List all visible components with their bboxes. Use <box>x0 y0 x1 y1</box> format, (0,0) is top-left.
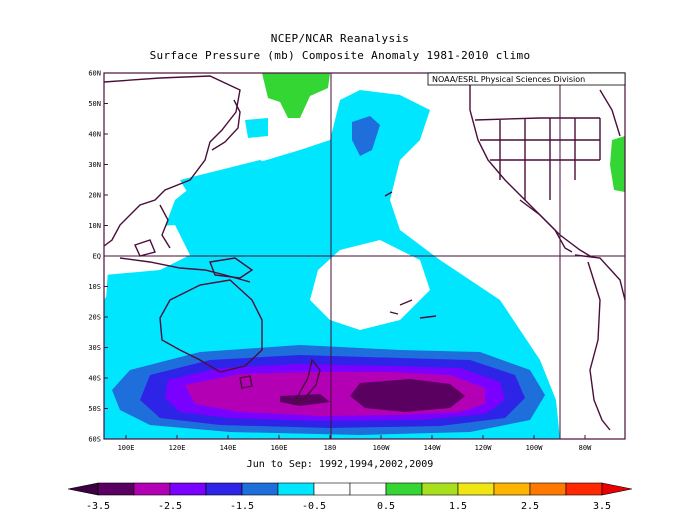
colorbar-label: 3.5 <box>593 501 611 512</box>
neutral-regions <box>104 225 430 330</box>
colorbar-cell <box>169 482 207 496</box>
colorbar-min-arrow <box>67 482 99 496</box>
lat-label: 60N <box>88 70 101 78</box>
colorbar-cell <box>421 482 459 496</box>
longitude-labels: 100E 120E 140E 160E 180 160W 140W 120W 100W 80W <box>118 435 592 452</box>
colorbar-cell <box>97 482 135 496</box>
lat-label: 30S <box>88 344 101 352</box>
lon-label: 160E <box>271 444 288 452</box>
lat-label: EQ <box>93 253 101 261</box>
colorbar-label: -3.5 <box>86 501 110 512</box>
lat-label: 30N <box>88 161 101 169</box>
negative-anomaly-bands <box>112 345 545 435</box>
lon-label: 80W <box>579 444 592 452</box>
lat-label: 50N <box>88 100 101 108</box>
colorbar-label: 1.5 <box>449 501 467 512</box>
lat-label: 40S <box>88 375 101 383</box>
colorbar-cell <box>277 482 315 496</box>
north-pacific-low <box>352 116 380 156</box>
lon-label: 100W <box>526 444 544 452</box>
lon-label: 140W <box>424 444 442 452</box>
colorbar-labels: -3.5 -2.5 -1.5 -0.5 0.5 1.5 2.5 3.5 <box>86 501 611 512</box>
lat-label: 20N <box>88 192 101 200</box>
colorbar-cell <box>313 482 351 496</box>
colorbar-label: 2.5 <box>521 501 539 512</box>
lat-label: 40N <box>88 131 101 139</box>
colorbar-cell <box>349 482 387 496</box>
credit-text: NOAA/ESRL Physical Sciences Division <box>432 75 585 84</box>
lat-label: 10N <box>88 222 101 230</box>
colorbar-label: 0.5 <box>377 501 395 512</box>
colorbar-cell <box>565 482 603 496</box>
lat-label: 10S <box>88 283 101 291</box>
lon-label: 120W <box>475 444 493 452</box>
lat-label: 20S <box>88 314 101 322</box>
colorbar-cell <box>241 482 279 496</box>
latitude-labels: 60N 50N 40N 30N 20N 10N EQ 10S 20S 30S 40S 50S 60S <box>88 70 108 444</box>
colorbar-label: -0.5 <box>302 501 326 512</box>
lat-label: 50S <box>88 405 101 413</box>
lon-label: 120E <box>169 444 186 452</box>
lon-label: 160W <box>373 444 391 452</box>
map-title: NCEP/NCAR Reanalysis <box>270 32 410 45</box>
lon-label: 180 <box>324 444 337 452</box>
grid-lines <box>104 73 625 439</box>
lon-label: 140E <box>220 444 237 452</box>
colorbar-label: -1.5 <box>230 501 254 512</box>
lon-label: 100E <box>118 444 135 452</box>
colorbar-cell <box>457 482 495 496</box>
map-subtitle: Surface Pressure (mb) Composite Anomaly … <box>149 49 531 62</box>
colorbar-cell <box>205 482 243 496</box>
positive-anomaly-regions <box>262 73 625 192</box>
lat-label: 60S <box>88 436 101 444</box>
colorbar-cells <box>67 482 633 496</box>
colorbar-cell <box>529 482 567 496</box>
colorbar-max-arrow <box>601 482 633 496</box>
composite-years: Jun to Sep: 1992,1994,2002,2009 <box>246 459 434 470</box>
colorbar-cell <box>133 482 171 496</box>
colorbar-label: -2.5 <box>158 501 182 512</box>
colorbar-cell <box>385 482 423 496</box>
colorbar-cell <box>493 482 531 496</box>
credit-box <box>427 72 626 86</box>
